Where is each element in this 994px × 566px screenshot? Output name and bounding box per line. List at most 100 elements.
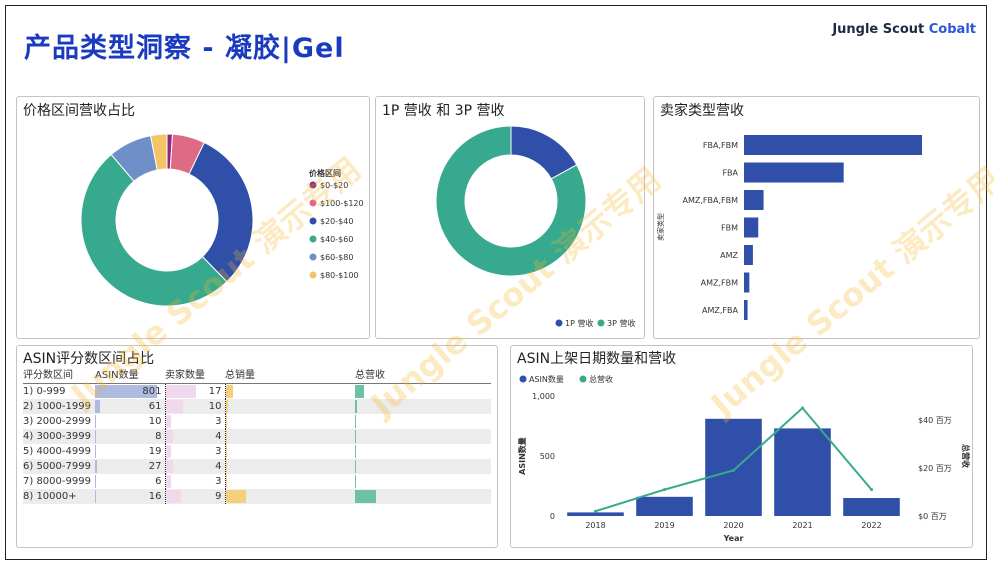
- sellers-value: 10: [208, 401, 222, 412]
- price-legend-marker-5: [309, 271, 317, 279]
- revenue-databar: [355, 460, 356, 473]
- price-slice-2: [188, 141, 254, 283]
- seller-bar-3: [744, 217, 759, 238]
- x-tick-label-4: 2022: [861, 521, 881, 530]
- party-revenue-title: 1P 营收 和 3P 营收: [382, 103, 505, 119]
- asin-value: 61: [148, 401, 162, 412]
- table-row[interactable]: 3) 2000-2999 10 3: [23, 414, 491, 429]
- col-sellers[interactable]: 卖家数量: [165, 364, 225, 384]
- sales-databar: [225, 460, 227, 473]
- price-slice-3: [80, 153, 228, 307]
- cell-sellers: 3: [165, 444, 226, 459]
- sellers-value: 3: [215, 446, 222, 457]
- table-row[interactable]: 2) 1000-1999 61 10: [23, 399, 491, 414]
- sellers-databar: [165, 415, 171, 428]
- table-row[interactable]: 5) 4000-4999 19 3: [23, 444, 491, 459]
- cell-sellers: 10: [165, 399, 226, 414]
- cell-revenue: [355, 429, 491, 444]
- sales-databar: [225, 430, 227, 443]
- cell-sales: [225, 489, 355, 504]
- right-axis-label: 总营收: [961, 444, 971, 468]
- x-tick-label-0: 2018: [585, 521, 605, 530]
- x-tick-label-1: 2019: [654, 521, 674, 530]
- col-revenue[interactable]: 总营收: [355, 364, 491, 384]
- x-axis-label: Year: [723, 534, 744, 543]
- asin-databar: [95, 385, 157, 398]
- right-tick-label-1: $20 百万: [918, 464, 952, 473]
- table-row[interactable]: 7) 8000-9999 6 3: [23, 474, 491, 489]
- price-legend-marker-1: [309, 199, 317, 207]
- revenue-databar: [355, 445, 356, 458]
- seller-tick-label-2: AMZ,FBA,FBM: [683, 196, 739, 205]
- cell-asin: 10: [95, 414, 166, 429]
- cell-sellers: 4: [165, 429, 226, 444]
- revenue-databar: [355, 490, 376, 503]
- price-legend-label-1: $100-$120: [320, 199, 364, 208]
- seller-axis-label: 卖家类型: [656, 213, 665, 241]
- price-donut-chart: 价格区间 $0-$20 $100-$120 $20-$40 $40-$60 $60-$80…: [80, 133, 364, 307]
- col-asin[interactable]: ASIN数量: [95, 364, 165, 384]
- table-row[interactable]: 4) 3000-3999 8 4: [23, 429, 491, 444]
- party-slice-1: [435, 125, 587, 277]
- cell-sellers: 3: [165, 474, 226, 489]
- page-title: 产品类型洞察 - 凝胶|Gel: [24, 33, 345, 64]
- seller-bar-4: [744, 245, 753, 265]
- seller-bar-0: [744, 135, 922, 155]
- cell-asin: 27: [95, 459, 166, 474]
- cell-range: 8) 10000+: [23, 489, 95, 504]
- seller-tick-label-4: AMZ: [720, 251, 738, 260]
- revenue-point-2: [732, 468, 735, 472]
- price-range-title: 价格区间营收占比: [23, 103, 135, 119]
- price-legend-marker-4: [309, 253, 317, 261]
- price-legend-label-5: $80-$100: [320, 271, 359, 280]
- seller-bar-1: [744, 162, 844, 183]
- sellers-databar: [165, 475, 171, 488]
- asin-count-bar-3: [774, 428, 831, 516]
- seller-bar-6: [744, 300, 748, 320]
- party-revenue-panel: 1P 营收 和 3P 营收 1P 营收 3P 营收: [375, 96, 645, 339]
- table-row[interactable]: 8) 10000+ 16 9: [23, 489, 491, 504]
- cell-asin: 801: [95, 383, 166, 399]
- seller-tick-label-1: FBA: [722, 169, 738, 178]
- cell-asin: 61: [95, 399, 166, 414]
- sellers-value: 9: [215, 491, 222, 502]
- launch-legend-label-0: ASIN数量: [529, 374, 564, 384]
- cell-asin: 19: [95, 444, 166, 459]
- asin-value: 27: [148, 461, 162, 472]
- price-legend-marker-2: [309, 217, 317, 225]
- revenue-databar: [355, 385, 364, 398]
- launch-legend-marker-0: [519, 375, 527, 383]
- table-row[interactable]: 6) 5000-7999 27 4: [23, 459, 491, 474]
- sellers-value: 4: [215, 461, 222, 472]
- seller-bar-chart: FBA,FBM FBA AMZ,FBA,FBM FBM AMZ AMZ,FBM AMZ,FB…: [656, 135, 922, 320]
- cell-revenue: [355, 384, 491, 400]
- col-range[interactable]: 评分数区间: [23, 364, 95, 384]
- price-legend-title: 价格区间: [309, 168, 341, 178]
- seller-type-title: 卖家类型营收: [660, 103, 744, 119]
- asin-databar: [95, 400, 100, 413]
- table-row[interactable]: 1) 0-999 801 17: [23, 383, 491, 400]
- table-header-row: 评分数区间 ASIN数量 卖家数量 总销量 总营收: [23, 364, 491, 384]
- cell-sales: [225, 384, 355, 400]
- slide-frame: [5, 5, 987, 560]
- seller-tick-label-6: AMZ,FBA: [702, 306, 738, 315]
- revenue-point-4: [870, 488, 873, 492]
- right-tick-label-2: $40 百万: [918, 416, 952, 425]
- cell-sales: [225, 444, 355, 459]
- left-axis-label: ASIN数量: [517, 437, 527, 475]
- asin-count-bar-1: [636, 496, 693, 516]
- sales-databar: [225, 475, 227, 488]
- col-sales[interactable]: 总销量: [225, 364, 355, 384]
- asin-databar: [95, 415, 96, 428]
- cell-range: 3) 2000-2999: [23, 416, 91, 427]
- cell-revenue: [355, 399, 491, 414]
- asin-value: 10: [148, 416, 162, 427]
- sellers-value: 3: [215, 476, 222, 487]
- revenue-databar: [355, 430, 356, 443]
- seller-bar-2: [744, 190, 764, 210]
- cell-sales: [225, 474, 355, 489]
- launch-legend-marker-1: [579, 375, 587, 383]
- price-legend-marker-3: [309, 235, 317, 243]
- price-legend-marker-0: [309, 181, 317, 189]
